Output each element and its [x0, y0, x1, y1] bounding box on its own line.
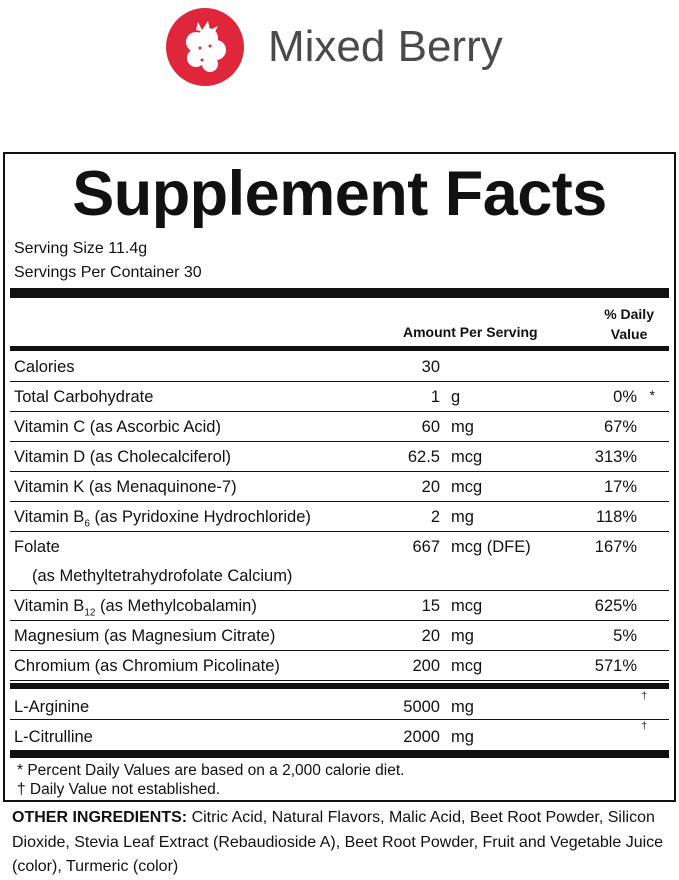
- daily-value: 571%: [594, 657, 637, 675]
- nutrient-row: Vitamin B12 (as Methylcobalamin) 15 mcg 625…: [10, 591, 669, 621]
- dagger-mark: †: [641, 691, 647, 702]
- dv-header-line2: Value: [610, 326, 648, 342]
- nutrient-name-detail: (as Methyltetrahydrofolate Calcium): [32, 567, 293, 585]
- nutrient-name: Vitamin B12 (as Methylcobalamin): [14, 597, 257, 619]
- nutrient-row: Calories 30: [10, 352, 669, 382]
- nutrient-row: Folate (as Methyltetrahydrofolate Calcium…: [10, 532, 669, 591]
- ingredient-row: L-Arginine 5000 mg †: [10, 690, 669, 720]
- amount-unit: mcg: [451, 478, 483, 496]
- daily-value: 118%: [596, 508, 637, 526]
- amount-value: 667: [412, 538, 440, 556]
- serving-size: Serving Size 11.4g: [14, 240, 148, 257]
- divider-medium: [10, 346, 669, 351]
- nutrient-name: Chromium (as Chromium Picolinate): [14, 657, 280, 675]
- amount-value: 62.5: [407, 448, 440, 466]
- amount-unit: mcg: [451, 448, 483, 466]
- divider-thick: [10, 750, 669, 758]
- daily-value: 5%: [613, 627, 637, 645]
- amount-unit: mcg: [451, 597, 483, 615]
- daily-value: 0%: [613, 388, 637, 406]
- amount-value: 200: [412, 657, 440, 675]
- nutrient-name: Vitamin C (as Ascorbic Acid): [14, 418, 221, 436]
- daily-value: 625%: [594, 597, 637, 615]
- amount-header: Amount Per Serving: [403, 324, 538, 340]
- divider-medium: [10, 683, 669, 689]
- nutrient-row: Vitamin C (as Ascorbic Acid) 60 mg 67%: [10, 412, 669, 442]
- nutrient-name: Vitamin D (as Cholecalciferol): [14, 448, 232, 466]
- panel-title: Supplement Facts: [72, 159, 607, 229]
- amount-value: 2: [430, 508, 440, 526]
- nutrient-row: Vitamin D (as Cholecalciferol) 62.5 mcg 313…: [10, 442, 669, 472]
- nutrient-row: Vitamin B6 (as Pyridoxine Hydrochloride)…: [10, 502, 669, 532]
- amount-value: 15: [421, 597, 440, 615]
- divider-thick: [10, 288, 669, 298]
- amount-value: 20: [421, 478, 440, 496]
- ingredient-name: L-Arginine: [14, 698, 90, 716]
- daily-value: 167%: [594, 538, 637, 556]
- raspberry-icon: [186, 21, 226, 72]
- dagger-mark: †: [641, 721, 647, 732]
- amount-unit: mg: [451, 728, 474, 746]
- nutrient-name: Folate: [14, 538, 60, 556]
- nutrient-name: Vitamin B6 (as Pyridoxine Hydrochloride): [14, 508, 311, 530]
- supplement-facts-panel: Supplement Facts Serving Size 11.4g Serv…: [3, 152, 676, 802]
- amount-value: 20: [421, 627, 440, 645]
- amount-unit: g: [451, 388, 461, 406]
- dv-footnote-mark: *: [649, 387, 655, 403]
- amount-unit: mg: [451, 508, 474, 526]
- nutrient-row: Magnesium (as Magnesium Citrate) 20 mg 5%: [10, 621, 669, 651]
- dv-header: % Daily Value: [604, 306, 654, 342]
- amount-unit: mcg: [451, 657, 483, 675]
- amount-unit: mg: [451, 418, 474, 436]
- daily-value: 17%: [603, 478, 637, 496]
- nutrient-row: Vitamin K (as Menaquinone-7) 20 mcg 17%: [10, 472, 669, 502]
- nutrient-name: Total Carbohydrate: [14, 388, 154, 406]
- daily-value: 313%: [594, 448, 637, 466]
- amount-unit: mcg (DFE): [451, 538, 531, 556]
- footnote-dv: * Percent Daily Values are based on a 2,…: [17, 762, 405, 779]
- amount-value: 5000: [403, 698, 440, 716]
- nutrient-name: Vitamin K (as Menaquinone-7): [14, 478, 237, 496]
- amount-value: 30: [421, 358, 440, 376]
- amount-value: 60: [421, 418, 440, 436]
- dv-header-line1: % Daily: [604, 306, 654, 322]
- nutrient-name: Magnesium (as Magnesium Citrate): [14, 627, 276, 645]
- ingredient-name: L-Citrulline: [14, 728, 93, 746]
- flavor-logo: [166, 8, 244, 86]
- ingredient-row: L-Citrulline 2000 mg †: [10, 720, 669, 749]
- amount-value: 1: [430, 388, 440, 406]
- other-ingredients-label: OTHER INGREDIENTS:: [12, 809, 188, 826]
- nutrient-row: Total Carbohydrate 1 g 0% *: [10, 382, 669, 412]
- footnote-dagger: † Daily Value not established.: [17, 781, 221, 798]
- nutrient-row: Chromium (as Chromium Picolinate) 200 mcg 5…: [10, 651, 669, 681]
- amount-unit: mg: [451, 698, 474, 716]
- amount-value: 2000: [403, 728, 440, 746]
- other-ingredients: OTHER INGREDIENTS: Citric Acid, Natural …: [12, 806, 672, 880]
- nutrient-name: Calories: [14, 358, 75, 376]
- other-ingredients-text: Citric Acid, Natural Flavors, Malic Acid…: [12, 809, 664, 875]
- daily-value: 67%: [603, 418, 637, 436]
- amount-unit: mg: [451, 627, 474, 645]
- flavor-name: Mixed Berry: [268, 22, 503, 71]
- servings-per-container: Servings Per Container 30: [14, 264, 202, 281]
